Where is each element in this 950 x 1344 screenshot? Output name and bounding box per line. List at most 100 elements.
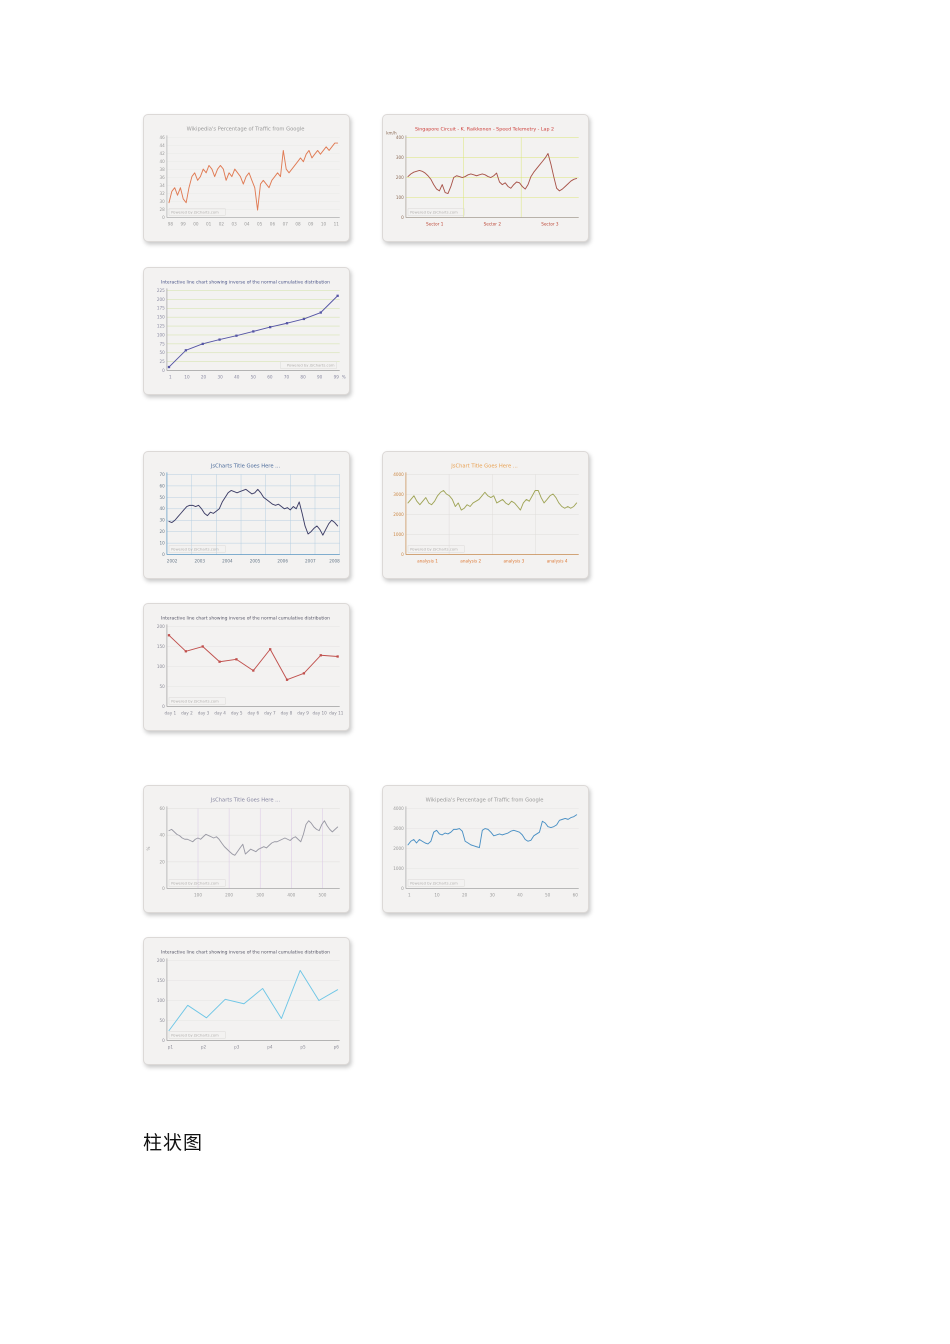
svg-text:50: 50 [160, 1018, 166, 1023]
svg-text:2004: 2004 [222, 558, 233, 563]
svg-text:400: 400 [396, 135, 404, 140]
chart-thumbnail-jscharts-title-navy: JsCharts Title Goes Here ... 70 60 50 40 30 20… [143, 451, 350, 579]
svg-text:2000: 2000 [393, 846, 404, 851]
svg-text:225: 225 [157, 288, 165, 293]
svg-text:0: 0 [162, 1038, 165, 1043]
svg-text:day 3: day 3 [198, 710, 210, 715]
svg-text:300: 300 [256, 892, 264, 897]
svg-text:Wikipedia's Percentage of Traf: Wikipedia's Percentage of Traffic from G… [426, 798, 544, 804]
svg-text:60: 60 [160, 806, 166, 811]
svg-text:0: 0 [162, 215, 165, 220]
svg-text:99: 99 [334, 374, 340, 379]
chart-thumbnail-wikipedia-traffic-orange: Wikipedia's Percentage of Traffic from G… [143, 114, 350, 242]
svg-text:Sector 2: Sector 2 [484, 221, 502, 226]
svg-text:50: 50 [160, 495, 166, 500]
svg-text:day 5: day 5 [231, 710, 243, 715]
svg-text:Interactive line chart showing: Interactive line chart showing inverse o… [161, 950, 330, 956]
svg-text:03: 03 [232, 221, 238, 226]
svg-text:Singapore Circuit - K. Raikkon: Singapore Circuit - K. Raikkonen - Speed… [415, 127, 554, 133]
svg-text:2008: 2008 [329, 558, 340, 563]
svg-text:30: 30 [490, 892, 496, 897]
svg-text:2002: 2002 [167, 558, 178, 563]
svg-text:36: 36 [160, 175, 166, 180]
svg-text:100: 100 [157, 664, 165, 669]
svg-text:44: 44 [160, 143, 166, 148]
svg-text:1000: 1000 [393, 532, 404, 537]
svg-text:25: 25 [160, 359, 166, 364]
svg-text:0: 0 [162, 552, 165, 557]
svg-text:30: 30 [160, 199, 166, 204]
svg-text:32: 32 [160, 191, 166, 196]
svg-text:Wikipedia's Percentage of Traf: Wikipedia's Percentage of Traffic from G… [187, 127, 305, 133]
svg-text:20: 20 [462, 892, 468, 897]
line-chart: Interactive line chart showing inverse o… [157, 616, 344, 716]
line-chart: Interactive line chart showing inverse o… [157, 950, 340, 1049]
svg-text:100: 100 [396, 195, 404, 200]
svg-text:2000: 2000 [393, 512, 404, 517]
svg-text:30: 30 [160, 518, 166, 523]
svg-text:50: 50 [545, 892, 551, 897]
svg-text:2005: 2005 [250, 558, 261, 563]
svg-text:60: 60 [573, 892, 579, 897]
svg-text:40: 40 [234, 374, 240, 379]
svg-text:0: 0 [401, 215, 404, 220]
svg-text:100: 100 [157, 332, 165, 337]
svg-text:02: 02 [219, 221, 225, 226]
svg-text:11: 11 [334, 221, 340, 226]
svg-text:20: 20 [201, 374, 207, 379]
svg-text:p4: p4 [267, 1044, 273, 1049]
svg-text:09: 09 [308, 221, 314, 226]
svg-text:40: 40 [160, 833, 166, 838]
svg-text:150: 150 [157, 315, 165, 320]
svg-text:500: 500 [318, 892, 326, 897]
svg-text:34: 34 [160, 183, 166, 188]
svg-text:day 11: day 11 [329, 710, 344, 715]
svg-text:day 8: day 8 [281, 710, 293, 715]
section-heading-bar-chart: 柱状图 [143, 1133, 204, 1154]
svg-text:150: 150 [157, 644, 165, 649]
svg-text:km/h: km/h [386, 130, 397, 135]
svg-text:300: 300 [396, 155, 404, 160]
svg-text:Sector 1: Sector 1 [426, 221, 444, 226]
svg-text:07: 07 [283, 221, 289, 226]
svg-text:40: 40 [160, 159, 166, 164]
svg-text:05: 05 [257, 221, 263, 226]
svg-text:20: 20 [160, 529, 166, 534]
svg-text:100: 100 [157, 998, 165, 1003]
svg-text:p6: p6 [334, 1044, 340, 1049]
svg-text:day 7: day 7 [264, 710, 276, 715]
svg-text:40: 40 [517, 892, 523, 897]
chart-thumbnail-jschart-title-orange: JsChart Title Goes Here ... 4000 3000 2000 1… [382, 451, 589, 579]
svg-text:Powered by JSCharts.com: Powered by JSCharts.com [171, 210, 219, 214]
svg-text:4000: 4000 [393, 472, 404, 477]
svg-text:analysis 2: analysis 2 [460, 558, 481, 563]
svg-text:p5: p5 [300, 1044, 306, 1049]
svg-text:analysis 3: analysis 3 [504, 558, 525, 563]
svg-text:Powered by JSCharts.com: Powered by JSCharts.com [287, 363, 335, 367]
svg-text:125: 125 [157, 324, 165, 329]
line-chart: JsCharts Title Goes Here ... 70 60 50 40 30 20… [160, 464, 341, 564]
svg-text:2003: 2003 [194, 558, 205, 563]
svg-text:200: 200 [396, 175, 404, 180]
svg-text:400: 400 [287, 892, 295, 897]
line-chart: Singapore Circuit - K. Raikkonen - Speed… [386, 127, 579, 226]
svg-text:75: 75 [160, 341, 166, 346]
svg-text:analysis 4: analysis 4 [547, 558, 568, 563]
svg-text:00: 00 [193, 221, 199, 226]
svg-text:JsChart Title Goes Here ...: JsChart Title Goes Here ... [450, 464, 518, 470]
svg-text:day 9: day 9 [297, 710, 309, 715]
svg-text:Powered by JSCharts.com: Powered by JSCharts.com [410, 210, 458, 214]
svg-text:200: 200 [157, 958, 165, 963]
svg-text:06: 06 [270, 221, 276, 226]
svg-text:20: 20 [160, 859, 166, 864]
svg-text:Powered by JSCharts.com: Powered by JSCharts.com [410, 881, 458, 885]
svg-text:99: 99 [180, 221, 186, 226]
svg-text:50: 50 [160, 350, 166, 355]
chart-thumbnail-normal-cumulative-red: Interactive line chart showing inverse o… [143, 603, 350, 731]
svg-text:Powered by JSCharts.com: Powered by JSCharts.com [171, 1033, 219, 1037]
svg-text:10: 10 [434, 892, 440, 897]
svg-text:98: 98 [168, 221, 174, 226]
svg-text:08: 08 [295, 221, 301, 226]
svg-text:70: 70 [160, 472, 166, 477]
svg-text:100: 100 [194, 892, 202, 897]
